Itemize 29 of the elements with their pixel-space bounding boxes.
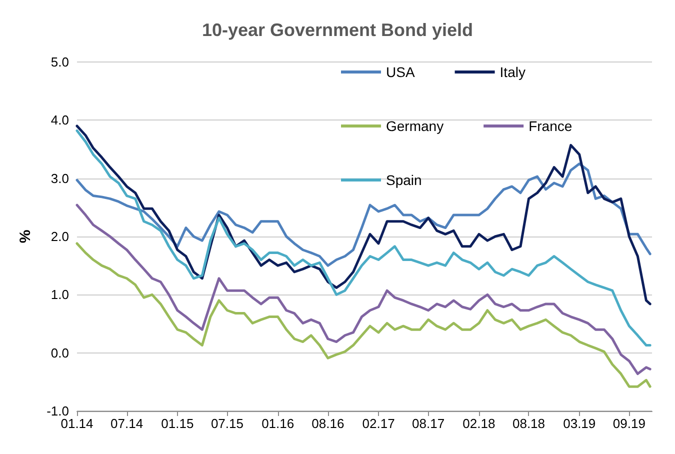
legend-label: Germany bbox=[386, 118, 444, 134]
legend-label: Spain bbox=[386, 172, 422, 188]
y-tick-label: 0.0 bbox=[50, 345, 69, 360]
x-tick-label: 07.14 bbox=[110, 416, 144, 431]
legend-label: Italy bbox=[500, 64, 526, 80]
x-tick-label: 01.14 bbox=[60, 416, 94, 431]
x-tick-label: 02.18 bbox=[462, 416, 496, 431]
y-tick-label: 2.0 bbox=[50, 229, 69, 244]
x-tick-label: 08.18 bbox=[512, 416, 546, 431]
x-tick-label: 01.16 bbox=[262, 416, 294, 431]
y-tick-label: -1.0 bbox=[46, 404, 69, 418]
x-tick-label: 08.16 bbox=[312, 416, 344, 431]
x-tick-label: 08.17 bbox=[412, 416, 445, 431]
chart-title: 10-year Government Bond yield bbox=[202, 20, 474, 40]
y-tick-label: 4.0 bbox=[50, 112, 69, 128]
y-tick-label: 5.0 bbox=[50, 54, 69, 70]
y-tick-label: 1.0 bbox=[50, 287, 69, 302]
line-series bbox=[76, 242, 652, 388]
line-series bbox=[76, 162, 652, 267]
x-tick-label: 03.19 bbox=[563, 416, 596, 431]
x-tick-label: 07.15 bbox=[210, 416, 244, 431]
line-series bbox=[76, 204, 652, 376]
x-tick-label: 02.17 bbox=[362, 416, 395, 431]
y-axis-title: % bbox=[17, 230, 34, 244]
x-tick-label: 01.15 bbox=[161, 416, 194, 431]
legend-label: France bbox=[528, 118, 572, 134]
x-tick-label: 09.19 bbox=[612, 416, 646, 431]
y-tick-label: 3.0 bbox=[50, 170, 69, 186]
legend-label: USA bbox=[386, 64, 416, 80]
